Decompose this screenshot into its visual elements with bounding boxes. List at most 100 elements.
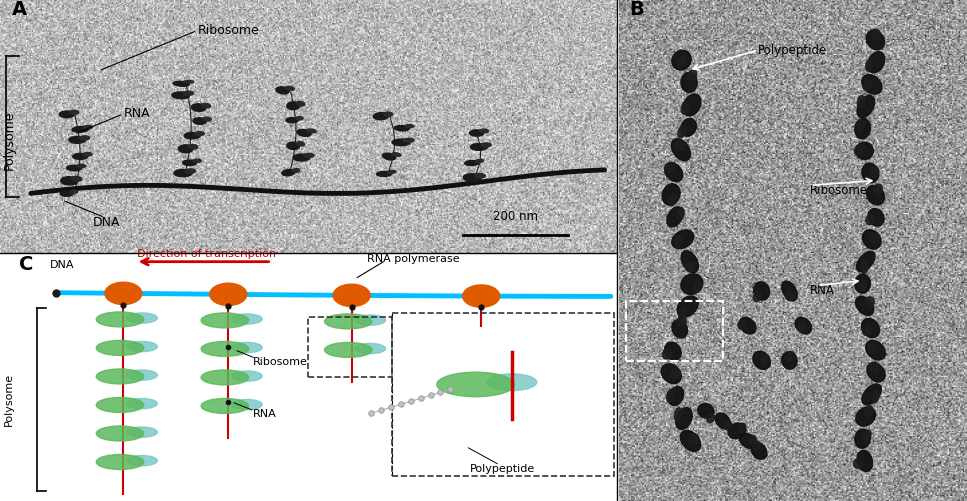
- Ellipse shape: [201, 103, 211, 108]
- Ellipse shape: [869, 362, 878, 372]
- Ellipse shape: [355, 343, 386, 354]
- Ellipse shape: [865, 297, 874, 307]
- Ellipse shape: [858, 96, 864, 108]
- Ellipse shape: [373, 113, 389, 120]
- Ellipse shape: [201, 313, 249, 328]
- Ellipse shape: [183, 160, 196, 165]
- Ellipse shape: [677, 207, 685, 221]
- Ellipse shape: [355, 315, 386, 325]
- Ellipse shape: [97, 397, 144, 412]
- Ellipse shape: [670, 369, 680, 379]
- Ellipse shape: [681, 274, 703, 295]
- Ellipse shape: [392, 153, 401, 156]
- Ellipse shape: [856, 142, 873, 159]
- Ellipse shape: [470, 144, 487, 150]
- Ellipse shape: [661, 364, 682, 384]
- Ellipse shape: [83, 152, 92, 156]
- Ellipse shape: [857, 95, 875, 118]
- Ellipse shape: [191, 104, 206, 111]
- Ellipse shape: [184, 132, 200, 139]
- Ellipse shape: [740, 317, 756, 334]
- Ellipse shape: [740, 433, 757, 448]
- Ellipse shape: [862, 261, 868, 274]
- Ellipse shape: [857, 252, 875, 272]
- Ellipse shape: [104, 282, 142, 305]
- Ellipse shape: [865, 59, 873, 71]
- Ellipse shape: [404, 125, 414, 128]
- Ellipse shape: [73, 126, 89, 132]
- Ellipse shape: [855, 144, 863, 155]
- Ellipse shape: [857, 450, 872, 471]
- Ellipse shape: [761, 355, 769, 364]
- Ellipse shape: [662, 184, 680, 205]
- Ellipse shape: [857, 120, 864, 131]
- Ellipse shape: [686, 262, 695, 272]
- Ellipse shape: [671, 139, 690, 161]
- Ellipse shape: [863, 326, 871, 336]
- Ellipse shape: [867, 52, 885, 73]
- Ellipse shape: [666, 389, 674, 402]
- Ellipse shape: [71, 190, 78, 193]
- Ellipse shape: [738, 320, 747, 329]
- Ellipse shape: [753, 282, 770, 300]
- Ellipse shape: [675, 140, 685, 150]
- Ellipse shape: [689, 434, 699, 444]
- Ellipse shape: [873, 184, 883, 194]
- Text: Polysome: Polysome: [4, 373, 15, 426]
- Text: Polysome: Polysome: [3, 111, 15, 170]
- Ellipse shape: [862, 163, 879, 183]
- Bar: [626, 301, 723, 361]
- Ellipse shape: [707, 414, 715, 423]
- Ellipse shape: [383, 153, 396, 160]
- Ellipse shape: [185, 169, 195, 173]
- Ellipse shape: [296, 117, 304, 120]
- Ellipse shape: [307, 129, 316, 133]
- Ellipse shape: [668, 193, 677, 206]
- Ellipse shape: [862, 75, 882, 94]
- Ellipse shape: [476, 159, 484, 162]
- Ellipse shape: [286, 118, 298, 123]
- Ellipse shape: [855, 119, 870, 139]
- Ellipse shape: [865, 215, 875, 225]
- Ellipse shape: [285, 86, 294, 90]
- Ellipse shape: [866, 31, 885, 50]
- Ellipse shape: [293, 154, 310, 161]
- Ellipse shape: [172, 92, 190, 99]
- Ellipse shape: [672, 320, 688, 338]
- Ellipse shape: [863, 81, 872, 91]
- Ellipse shape: [384, 112, 393, 116]
- Ellipse shape: [866, 363, 885, 382]
- Ellipse shape: [781, 352, 797, 369]
- Ellipse shape: [748, 435, 756, 444]
- Ellipse shape: [853, 459, 863, 468]
- Ellipse shape: [201, 370, 249, 385]
- Ellipse shape: [470, 130, 484, 136]
- Ellipse shape: [334, 284, 370, 307]
- Ellipse shape: [688, 70, 697, 81]
- Ellipse shape: [127, 313, 158, 323]
- Ellipse shape: [127, 370, 158, 380]
- Ellipse shape: [672, 230, 693, 248]
- Ellipse shape: [184, 81, 193, 83]
- Ellipse shape: [681, 73, 697, 93]
- Ellipse shape: [798, 323, 806, 332]
- Ellipse shape: [462, 285, 500, 307]
- Ellipse shape: [856, 296, 874, 316]
- Ellipse shape: [127, 342, 158, 352]
- Ellipse shape: [480, 129, 488, 133]
- Text: Polypeptide: Polypeptide: [470, 464, 536, 474]
- Ellipse shape: [97, 369, 144, 384]
- Ellipse shape: [325, 314, 372, 329]
- Ellipse shape: [297, 102, 305, 106]
- Ellipse shape: [486, 374, 537, 391]
- Ellipse shape: [72, 176, 82, 181]
- Ellipse shape: [474, 173, 485, 178]
- Ellipse shape: [858, 280, 866, 291]
- Ellipse shape: [201, 398, 249, 413]
- Bar: [392, 313, 614, 476]
- Ellipse shape: [752, 441, 761, 450]
- Ellipse shape: [127, 455, 158, 466]
- Ellipse shape: [870, 167, 879, 177]
- Ellipse shape: [392, 139, 410, 146]
- Ellipse shape: [281, 169, 295, 176]
